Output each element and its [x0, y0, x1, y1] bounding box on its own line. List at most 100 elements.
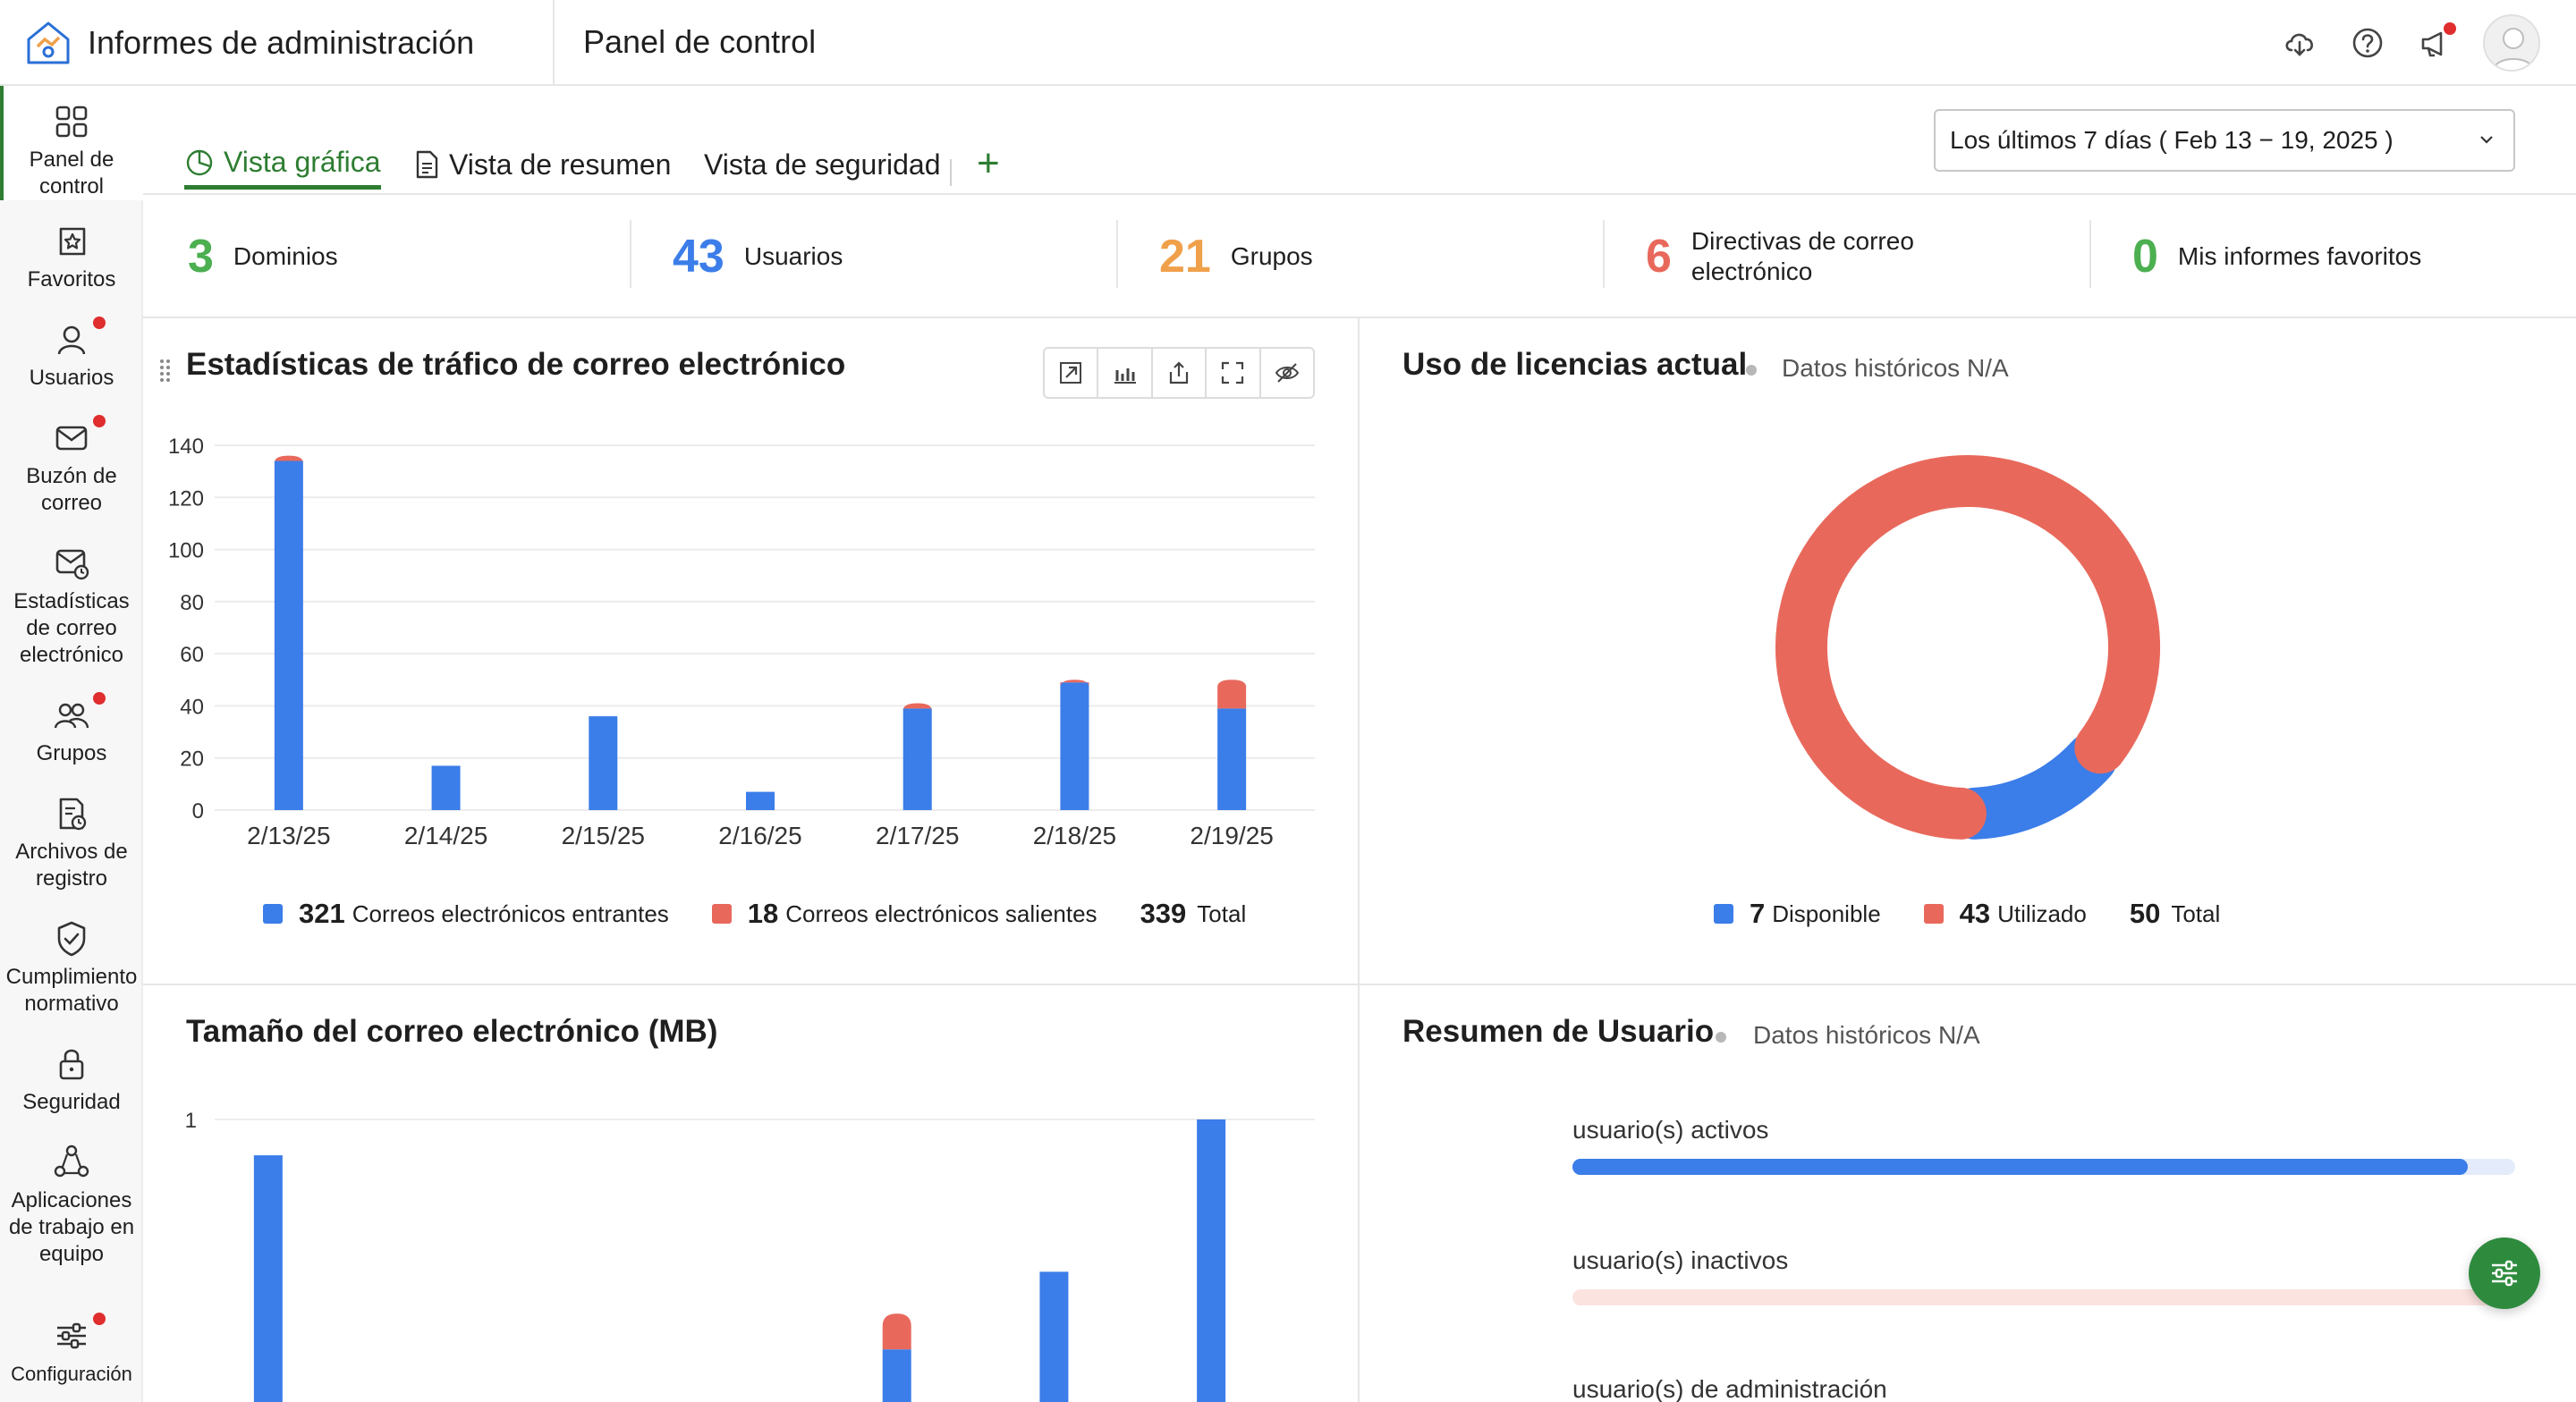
open-report-button[interactable]	[1045, 349, 1099, 397]
notification-dot	[93, 317, 106, 329]
legend-swatch-available	[1714, 904, 1733, 924]
stat-value: 21	[1159, 231, 1211, 283]
sidebar-item-settings[interactable]: Configuración	[0, 1313, 143, 1388]
bar-incoming	[1197, 1119, 1226, 1402]
sidebar-item-security[interactable]: Seguridad	[0, 1043, 143, 1116]
notification-dot	[93, 692, 106, 705]
page-title: Panel de control	[583, 23, 817, 60]
stat-users[interactable]: 43 Usuarios	[673, 225, 843, 288]
license-legend: 7 Disponible 43 Utilizado 50 Total	[1714, 898, 2220, 930]
user-icon	[50, 317, 106, 361]
app-title: Informes de administración	[88, 24, 475, 61]
bar-incoming	[746, 791, 775, 810]
sidebar-item-groups[interactable]: Grupos	[0, 692, 143, 767]
sidebar-item-compliance[interactable]: Cumplimiento normativo	[0, 917, 143, 1018]
announcement-icon[interactable]	[2415, 22, 2456, 63]
bar-incoming	[1217, 708, 1247, 810]
sidebar-item-teamwork[interactable]: Aplicaciones de trabajo en equipo	[0, 1141, 143, 1268]
legend-value: 18	[747, 898, 779, 929]
user-bar-inactive[interactable]	[1572, 1289, 2515, 1305]
app-logo-icon	[27, 21, 70, 64]
license-subtitle: Datos históricos N/A	[1782, 354, 2009, 382]
legend-swatch-incoming	[263, 904, 283, 924]
date-range-value: Los últimos 7 días ( Feb 13 − 19, 2025 )	[1950, 126, 2394, 154]
traffic-legend: 321 Correos electrónicos entrantes 18 Co…	[263, 898, 1246, 930]
stat-divider	[630, 220, 631, 288]
sidebar-item-label: Usuarios	[29, 366, 114, 390]
bar-incoming	[589, 716, 618, 810]
customize-widgets-button[interactable]	[2469, 1237, 2540, 1309]
tab-separator	[950, 159, 952, 186]
stat-domains[interactable]: 3 Dominios	[188, 225, 338, 288]
drag-handle-icon[interactable]	[159, 358, 172, 383]
legend-label: Total	[1197, 899, 1247, 927]
compliance-icon	[50, 917, 93, 960]
user-bar-active[interactable]	[1572, 1159, 2515, 1175]
mailbox-icon	[50, 415, 106, 460]
legend-value: 43	[1959, 898, 1991, 929]
bar-incoming	[1060, 682, 1089, 810]
legend-label: Disponible	[1772, 899, 1881, 927]
bar-outgoing	[274, 455, 303, 463]
separator-dot	[1716, 1032, 1726, 1043]
avatar[interactable]	[2483, 14, 2540, 72]
user-row-label-admin: usuario(s) de administración	[1572, 1375, 1887, 1402]
bar-incoming	[431, 765, 461, 810]
user-summary-title: Resumen de Usuario	[1402, 1014, 1715, 1049]
bar-outgoing	[902, 703, 932, 711]
x-tick-label: 2/18/25	[1033, 822, 1116, 849]
sidebar-item-favorites[interactable]: Favoritos	[0, 220, 143, 293]
help-icon[interactable]	[2347, 22, 2388, 63]
log-files-icon	[50, 792, 93, 835]
user-summary-panel: Resumen de Usuario Datos históricos N/A	[1360, 985, 2576, 1402]
traffic-bar-chart: 0 20 40 60 80 100 120 140 2/13/25 2/14/25 2/15/25 2…	[168, 435, 1315, 849]
sidebar-item-label: Configuración	[11, 1363, 132, 1385]
chart-type-button[interactable]	[1098, 349, 1153, 397]
groups-icon	[50, 692, 106, 737]
sidebar-item-label: Favoritos	[27, 267, 116, 291]
favorites-icon	[50, 220, 93, 263]
sidebar-item-label: Grupos	[36, 741, 107, 765]
legend-value: 7	[1750, 898, 1766, 929]
download-cloud-icon[interactable]	[2279, 22, 2320, 63]
sidebar-item-label: Estadísticas de correo electrónico	[13, 589, 130, 667]
top-bar: Informes de administración Panel de cont…	[0, 0, 2576, 86]
y-tick-label: 20	[180, 747, 204, 772]
grid-icon	[50, 100, 93, 143]
sidebar-item-mail-stats[interactable]: Estadísticas de correo electrónico	[0, 542, 143, 669]
fullscreen-button[interactable]	[1207, 349, 1261, 397]
y-tick-label: 60	[180, 643, 204, 667]
sidebar: Panel de control Favoritos Usuarios Buzó…	[0, 86, 143, 1402]
stat-groups[interactable]: 21 Grupos	[1159, 225, 1313, 288]
user-row-label-inactive: usuario(s) inactivos	[1572, 1246, 1789, 1274]
date-range-select[interactable]: Los últimos 7 días ( Feb 13 − 19, 2025 )	[1934, 109, 2515, 172]
export-button[interactable]	[1153, 349, 1208, 397]
user-bar-fill	[1572, 1159, 2469, 1175]
sidebar-item-dashboard[interactable]: Panel de control	[0, 86, 143, 200]
y-tick-label: 140	[168, 435, 204, 459]
sidebar-item-users[interactable]: Usuarios	[0, 317, 143, 392]
y-tick-label: 100	[168, 539, 204, 563]
lock-icon	[50, 1043, 93, 1085]
user-row-label-active: usuario(s) activos	[1572, 1116, 1769, 1144]
tab-security-view[interactable]: Vista de seguridad	[704, 139, 940, 190]
app-brand[interactable]: Informes de administración	[25, 16, 474, 70]
bar-incoming	[902, 708, 932, 810]
bar-chart-icon	[1114, 368, 1136, 384]
top-divider	[553, 0, 555, 86]
sliders-icon	[2492, 1260, 2517, 1287]
hide-widget-button[interactable]	[1261, 349, 1313, 397]
license-donut-chart	[1775, 455, 2160, 840]
stat-label: Usuarios	[743, 242, 843, 270]
stat-email-policies[interactable]: 6 Directivas de correo electrónico	[1646, 225, 1951, 288]
stat-favorite-reports[interactable]: 0 Mis informes favoritos	[2132, 225, 2421, 288]
y-tick-label: 40	[180, 695, 204, 719]
sidebar-item-label: Aplicaciones de trabajo en equipo	[8, 1188, 135, 1266]
traffic-title: Estadísticas de tráfico de correo electr…	[186, 347, 846, 382]
tab-graphic-view[interactable]: Vista gráfica	[184, 139, 381, 190]
tab-summary-view[interactable]: Vista de resumen	[413, 139, 671, 190]
add-tab-button[interactable]: +	[977, 141, 1000, 185]
sidebar-item-log-files[interactable]: Archivos de registro	[0, 792, 143, 892]
pie-chart-icon	[186, 149, 213, 175]
sidebar-item-mailbox[interactable]: Buzón de correo	[0, 415, 143, 517]
